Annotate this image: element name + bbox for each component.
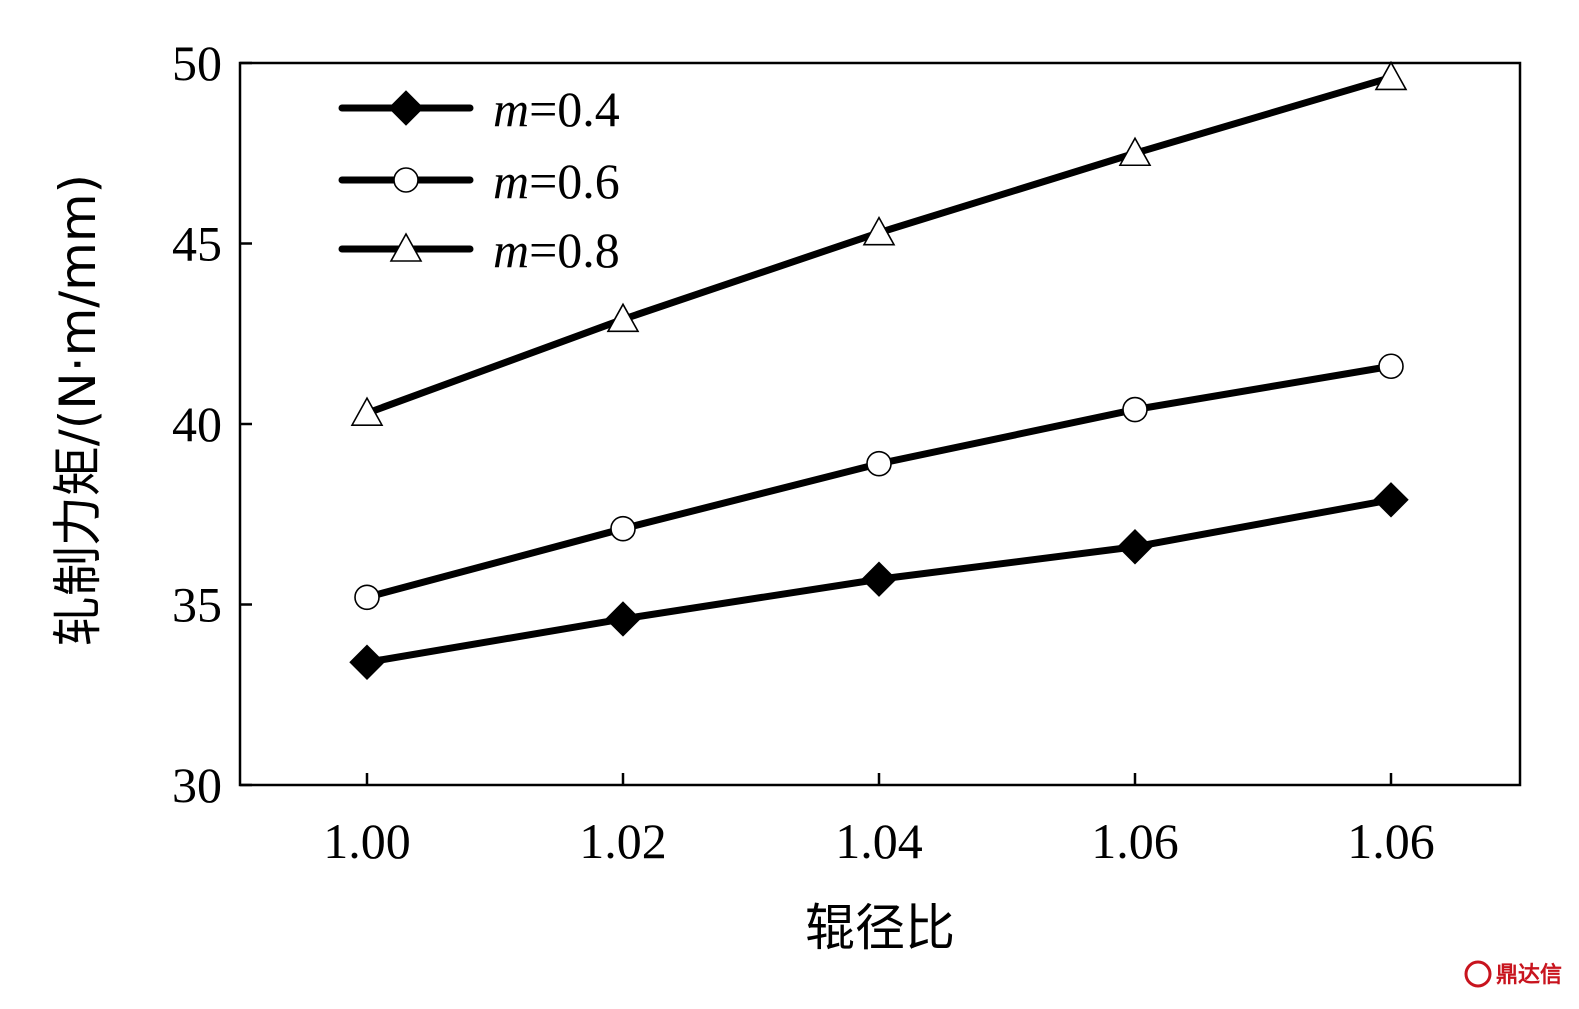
x-axis-title: 辊径比	[805, 899, 955, 957]
x-tick-label: 1.04	[835, 813, 923, 869]
watermark-text: 鼎达信	[1496, 962, 1562, 988]
y-tick-label: 45	[172, 216, 222, 272]
legend-entry: m=0.8	[338, 222, 620, 278]
watermark-logo: 鼎达信	[1464, 960, 1562, 988]
data-point	[610, 515, 636, 542]
data-point	[866, 450, 892, 477]
y-tick-label: 30	[172, 757, 222, 813]
y-tick-label: 35	[172, 577, 222, 633]
legend: m=0.4 m=0.6 m=0.8	[338, 81, 620, 278]
x-tick-label: 1.00	[323, 813, 411, 869]
legend-entry: m=0.6	[338, 153, 620, 209]
data-point	[1374, 60, 1408, 91]
data-point	[861, 561, 897, 597]
legend-label: m=0.8	[493, 222, 620, 278]
data-point	[1378, 353, 1404, 380]
data-point	[1373, 482, 1409, 518]
legend-marker	[389, 232, 423, 262]
legend-entry: m=0.4	[338, 81, 620, 137]
y-tick-label: 40	[172, 396, 222, 452]
series-1	[349, 482, 1409, 680]
data-point	[1118, 136, 1152, 167]
data-point	[350, 396, 384, 426]
data-point	[862, 216, 896, 246]
legend-label: m=0.6	[493, 153, 620, 209]
x-tick-label: 1.06	[1091, 813, 1179, 869]
series-layer	[349, 60, 1409, 680]
data-point	[606, 302, 640, 333]
data-point	[1117, 529, 1153, 565]
data-point	[1122, 396, 1148, 423]
data-point	[354, 584, 380, 611]
watermark-icon	[1464, 960, 1492, 988]
data-point	[605, 601, 641, 637]
series-3	[350, 60, 1408, 426]
x-tick-label: 1.02	[579, 813, 667, 869]
x-tick-label: 1.06	[1347, 813, 1435, 869]
y-tick-label: 50	[172, 35, 222, 91]
plot-frame	[238, 61, 1522, 787]
y-axis-title: 轧制力矩/(N·m/mm)	[49, 174, 107, 646]
series-2	[354, 353, 1404, 611]
data-point	[349, 644, 385, 680]
legend-marker	[388, 90, 424, 126]
axes: 30 35 40 45 50 1.00 1.02 1.04 1.06 1.06	[172, 35, 1522, 869]
legend-marker	[393, 167, 419, 193]
legend-label: m=0.4	[493, 81, 620, 137]
